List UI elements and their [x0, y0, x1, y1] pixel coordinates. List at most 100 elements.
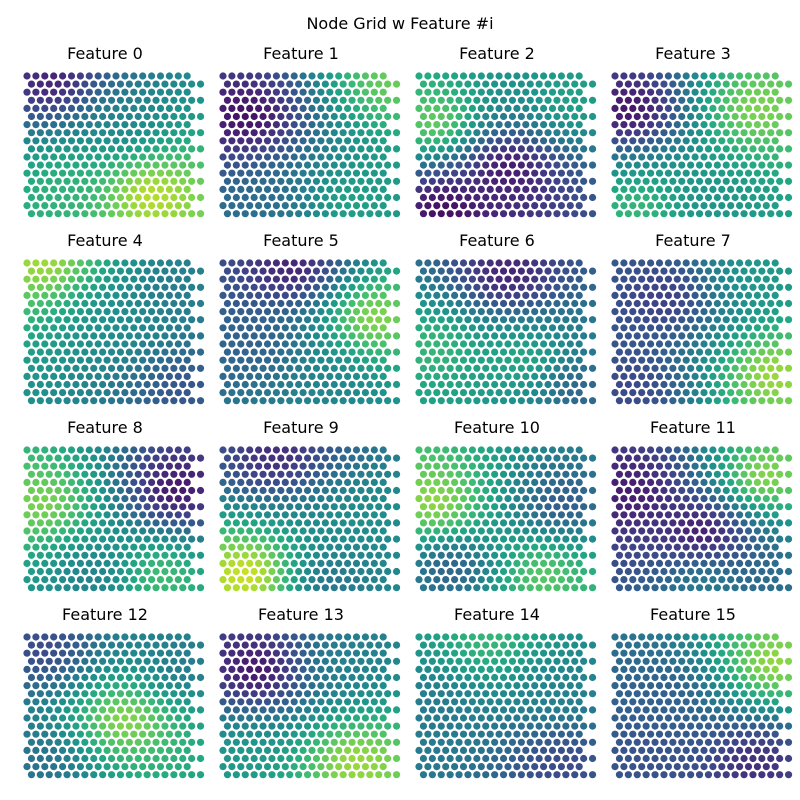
grid-node	[464, 316, 472, 324]
grid-node	[428, 519, 436, 527]
grid-node	[647, 104, 655, 112]
grid-node	[392, 332, 401, 340]
grid-node	[682, 462, 690, 470]
grid-node	[495, 543, 503, 551]
grid-node	[486, 137, 494, 145]
grid-node	[727, 559, 735, 568]
grid-node	[477, 446, 485, 454]
grid-node	[571, 161, 579, 169]
grid-node	[330, 210, 338, 218]
grid-node	[508, 193, 517, 202]
grid-node	[170, 722, 178, 730]
grid-node	[228, 665, 236, 674]
grid-node	[482, 551, 490, 559]
grid-node	[290, 478, 298, 486]
grid-node	[277, 380, 285, 389]
grid-node	[428, 96, 436, 104]
grid-node	[508, 380, 517, 389]
grid-node	[348, 673, 356, 682]
grid-node	[553, 503, 561, 511]
grid-node	[286, 657, 294, 665]
grid-node	[464, 535, 472, 543]
grid-node	[326, 633, 334, 641]
grid-node	[259, 706, 267, 714]
grid-node	[121, 462, 129, 470]
grid-node	[562, 454, 570, 462]
grid-node	[85, 308, 93, 316]
grid-node	[303, 96, 312, 104]
grid-node	[290, 446, 298, 454]
grid-node	[250, 145, 258, 153]
grid-node	[308, 356, 316, 364]
grid-node	[23, 356, 31, 364]
grid-node	[557, 72, 566, 80]
grid-node	[767, 503, 775, 511]
grid-node	[250, 129, 258, 137]
grid-node	[286, 161, 294, 169]
grid-node	[36, 299, 44, 308]
grid-node	[727, 446, 735, 454]
grid-node	[758, 283, 766, 291]
grid-node	[615, 145, 624, 153]
grid-node	[370, 730, 378, 738]
grid-node	[335, 698, 343, 706]
grid-node	[326, 169, 334, 177]
grid-node	[335, 478, 343, 486]
grid-node	[749, 145, 757, 153]
grid-node	[566, 275, 574, 283]
grid-node	[41, 104, 49, 112]
grid-node	[451, 185, 459, 193]
grid-node	[99, 161, 107, 169]
grid-node	[718, 121, 726, 129]
grid-node	[237, 356, 245, 364]
grid-node	[45, 738, 53, 746]
grid-node	[357, 193, 365, 202]
grid-node	[633, 380, 641, 389]
grid-node	[179, 283, 187, 291]
grid-node	[335, 446, 343, 454]
grid-node	[562, 283, 570, 291]
grid-node	[771, 340, 779, 348]
grid-node	[379, 275, 387, 283]
grid-node	[477, 543, 485, 551]
grid-node	[517, 584, 525, 592]
grid-node	[499, 332, 508, 340]
grid-node	[196, 112, 205, 121]
grid-node	[624, 129, 632, 137]
grid-node	[156, 356, 165, 364]
grid-node	[464, 454, 472, 462]
grid-node	[107, 210, 116, 218]
grid-node	[495, 389, 503, 397]
grid-node	[50, 446, 58, 454]
grid-node	[246, 495, 254, 503]
grid-node	[330, 470, 338, 478]
grid-node	[557, 478, 566, 486]
grid-node	[107, 754, 116, 763]
grid-node	[125, 722, 133, 730]
grid-node	[255, 121, 263, 129]
grid-node	[121, 698, 129, 706]
grid-node	[290, 763, 298, 771]
grid-node	[143, 754, 151, 763]
grid-node	[370, 462, 378, 470]
grid-node	[330, 80, 338, 88]
grid-node	[36, 454, 44, 462]
grid-node	[188, 519, 196, 527]
grid-node	[94, 275, 102, 283]
grid-node	[731, 210, 739, 218]
grid-node	[727, 543, 735, 551]
grid-node	[651, 470, 659, 478]
grid-node	[513, 275, 521, 283]
grid-node	[535, 283, 543, 291]
grid-node	[41, 372, 49, 380]
grid-node	[419, 80, 428, 88]
grid-node	[731, 267, 739, 275]
grid-node	[642, 267, 650, 275]
grid-node	[81, 112, 89, 121]
grid-node	[731, 519, 739, 527]
grid-node	[103, 746, 111, 755]
grid-node	[767, 129, 775, 137]
grid-node	[678, 177, 686, 185]
grid-node	[268, 584, 276, 592]
grid-node	[348, 503, 356, 511]
